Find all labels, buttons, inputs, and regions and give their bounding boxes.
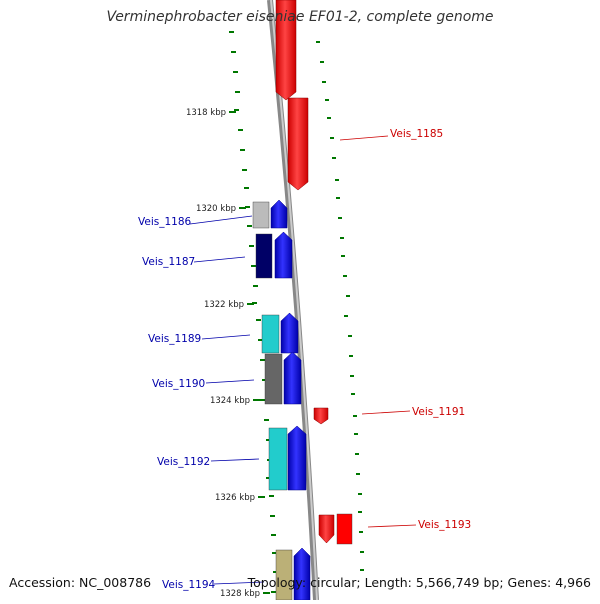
gene-arrow-reverse[interactable] xyxy=(313,407,329,425)
gene-label[interactable]: Veis_1187 xyxy=(142,256,195,268)
gene-label-leader xyxy=(213,581,265,585)
gene-veis-1190[interactable]: Veis_1190 xyxy=(152,351,302,405)
genome-summary-text: Topology: circular; Length: 5,566,749 bp… xyxy=(247,575,591,590)
gene-veis-1191[interactable]: Veis_1191 xyxy=(313,406,465,425)
scale-tick-label: 1320 kbp xyxy=(196,204,236,214)
gene-category-box[interactable] xyxy=(261,314,280,354)
gene-veis-1186[interactable]: Veis_1186 xyxy=(138,199,288,229)
gene-veis-1194[interactable]: Veis_1194 xyxy=(162,547,311,601)
gene-label-leader xyxy=(367,524,417,528)
gene-label[interactable]: Veis_1186 xyxy=(138,216,192,228)
gene-label[interactable]: Veis_1190 xyxy=(152,378,205,390)
gene-arrow-forward[interactable] xyxy=(283,351,302,405)
gene-veis-1185[interactable]: Veis_1185 xyxy=(287,97,443,191)
gene-label[interactable]: Veis_1192 xyxy=(157,456,210,468)
gene-label[interactable]: Veis_1191 xyxy=(412,406,465,418)
scale-tick-label: 1324 kbp xyxy=(210,396,250,406)
gene-label-leader xyxy=(339,135,389,141)
gene-category-box[interactable] xyxy=(336,513,353,545)
gene-arrow-forward[interactable] xyxy=(274,231,293,279)
gene-label-leader xyxy=(189,215,253,225)
gene-veis-1192[interactable]: Veis_1192 xyxy=(157,425,307,491)
gene-arrow-reverse[interactable] xyxy=(287,97,309,191)
scale-tick-label: 1318 kbp xyxy=(186,108,226,118)
gene-arrow-forward[interactable] xyxy=(293,547,311,601)
scale-tick-label: 1326 kbp xyxy=(215,493,255,503)
genome-title: Verminephrobacter eiseniae EF01-2, compl… xyxy=(106,9,494,25)
gene-label-leader xyxy=(201,334,251,340)
gene-label[interactable]: Veis_1193 xyxy=(418,519,471,531)
gene-category-box[interactable] xyxy=(255,233,273,279)
gene-label[interactable]: Veis_1189 xyxy=(148,333,201,345)
gene-label[interactable]: Veis_1194 xyxy=(162,579,216,591)
scale-tick-label: 1328 kbp xyxy=(220,589,260,599)
gene-label-leader xyxy=(205,379,255,384)
gene-veis-1187[interactable]: Veis_1187 xyxy=(142,231,293,279)
accession-text: Accession: NC_008786 xyxy=(9,575,152,590)
gene-arrow-forward[interactable] xyxy=(280,312,299,354)
gene-label-leader xyxy=(210,458,260,462)
gene-label-leader xyxy=(193,256,246,263)
scale-tick-label: 1322 kbp xyxy=(204,300,244,310)
gene-arrow-forward[interactable] xyxy=(270,199,288,229)
gene-arrow-reverse[interactable] xyxy=(318,514,335,544)
gene-veis-1189[interactable]: Veis_1189 xyxy=(148,312,299,354)
gene-arrow-reverse[interactable] xyxy=(275,0,297,101)
gene-arrow-forward[interactable] xyxy=(287,425,307,491)
gene-label[interactable]: Veis_1185 xyxy=(390,128,443,140)
gene-category-box[interactable] xyxy=(264,353,283,405)
gene-category-box[interactable] xyxy=(252,201,270,229)
gene-label-leader xyxy=(361,410,411,415)
gene-veis-1193[interactable]: Veis_1193 xyxy=(318,513,471,545)
gene-category-box[interactable] xyxy=(268,427,288,491)
